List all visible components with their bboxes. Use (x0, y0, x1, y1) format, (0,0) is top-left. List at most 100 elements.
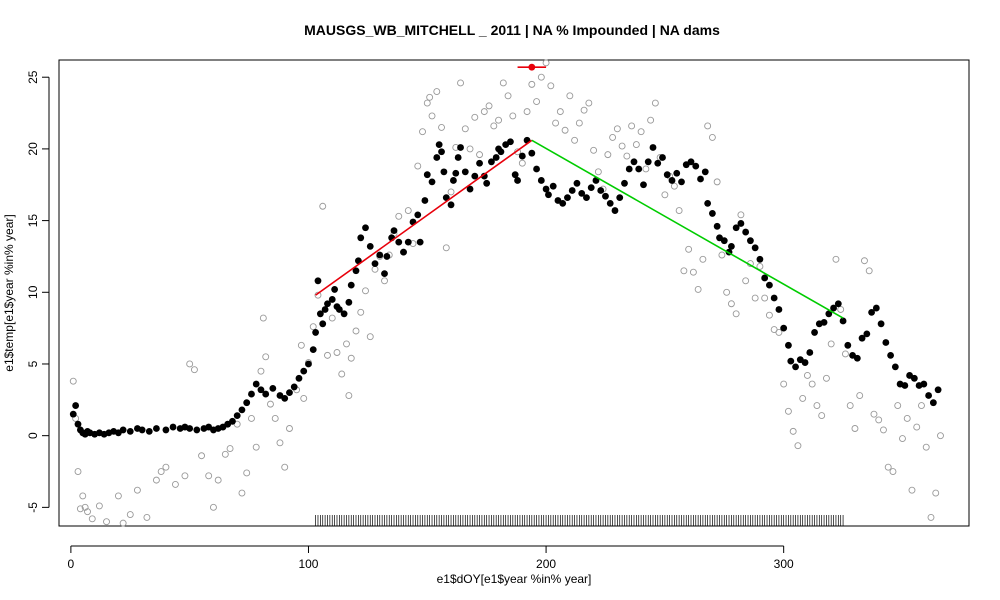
other-year-point (248, 415, 255, 422)
x-tick-label: 200 (536, 557, 556, 571)
current-year-point (169, 423, 177, 431)
current-year-point (233, 412, 241, 419)
other-year-point (252, 443, 260, 451)
other-year-point (381, 277, 388, 285)
current-year-point (335, 306, 343, 313)
current-year-point (863, 330, 871, 338)
current-year-point (440, 168, 448, 176)
other-year-point (590, 146, 598, 154)
current-year-point (920, 380, 928, 388)
other-year-point (447, 188, 455, 196)
current-year-point (761, 274, 769, 282)
other-year-point (552, 119, 560, 127)
current-year-point (663, 171, 671, 179)
current-year-points (69, 136, 942, 438)
current-year-point (872, 304, 880, 312)
other-year-point (226, 445, 234, 453)
other-year-point (286, 425, 293, 432)
current-year-point (471, 172, 479, 180)
other-year-point (723, 288, 731, 296)
current-year-point (713, 222, 721, 230)
current-year-point (390, 227, 398, 235)
current-year-point (324, 300, 331, 308)
current-year-point (362, 224, 369, 232)
current-year-point (483, 179, 491, 187)
current-year-point (518, 152, 526, 160)
other-year-point (366, 333, 374, 341)
current-year-point (853, 354, 861, 362)
other-years-points (69, 59, 944, 527)
current-year-point (568, 187, 576, 194)
other-year-point (580, 106, 588, 114)
other-year-point (152, 476, 160, 484)
other-year-point (609, 133, 617, 141)
current-year-point (720, 237, 728, 245)
other-year-point (79, 492, 87, 500)
other-year-point (613, 125, 621, 133)
current-year-point (476, 159, 483, 167)
other-year-point (794, 442, 802, 450)
x-tick-label: 300 (774, 557, 794, 571)
other-year-point (547, 82, 555, 90)
current-year-point (381, 270, 388, 278)
current-year-point (511, 171, 519, 179)
current-year-point (433, 154, 441, 161)
other-year-point (537, 73, 545, 81)
other-year-point (504, 92, 512, 100)
other-year-point (689, 268, 697, 276)
other-year-point (528, 80, 536, 88)
current-year-point (583, 194, 590, 202)
current-year-point (616, 194, 624, 202)
other-year-point (300, 394, 308, 402)
current-year-point (314, 277, 322, 285)
current-year-point (492, 154, 500, 161)
current-year-point (901, 382, 909, 389)
current-year-point (697, 175, 704, 183)
current-year-point (295, 374, 303, 382)
current-year-point (668, 177, 676, 184)
current-year-point (621, 179, 628, 187)
other-year-point (575, 119, 583, 127)
other-year-point (257, 367, 265, 375)
other-year-point (903, 415, 911, 422)
other-year-point (803, 371, 811, 379)
current-year-point (309, 346, 317, 354)
other-year-point (190, 366, 198, 374)
current-year-point (801, 359, 809, 366)
current-year-point (305, 360, 312, 368)
other-year-point (727, 300, 735, 308)
current-year-point (257, 386, 265, 394)
current-year-point (328, 296, 336, 303)
current-year-point (153, 425, 160, 432)
other-year-point (433, 88, 441, 95)
other-year-point (694, 285, 702, 293)
current-year-point (193, 426, 201, 434)
other-year-point (426, 93, 434, 101)
current-year-point (910, 374, 918, 382)
other-year-point (642, 165, 650, 173)
other-year-point (414, 162, 422, 170)
other-year-point (314, 291, 322, 299)
other-year-point (371, 265, 379, 273)
other-year-point (259, 314, 267, 322)
y-tick-label: 10 (26, 285, 40, 299)
current-year-point (300, 367, 308, 375)
current-year-point (416, 238, 424, 246)
other-year-point (281, 463, 289, 471)
other-year-point (751, 294, 759, 302)
other-year-point (808, 380, 816, 388)
current-year-point (578, 189, 586, 197)
other-year-point (133, 486, 141, 494)
current-year-point (497, 148, 505, 156)
other-year-point (103, 518, 110, 526)
current-year-point (542, 185, 550, 193)
current-year-point (573, 179, 581, 187)
other-year-point (476, 151, 483, 159)
other-year-point (471, 113, 479, 121)
other-year-point (708, 133, 716, 141)
other-year-point (480, 108, 488, 116)
current-year-point (321, 306, 329, 313)
other-year-point (594, 168, 602, 176)
current-year-point (72, 402, 80, 409)
